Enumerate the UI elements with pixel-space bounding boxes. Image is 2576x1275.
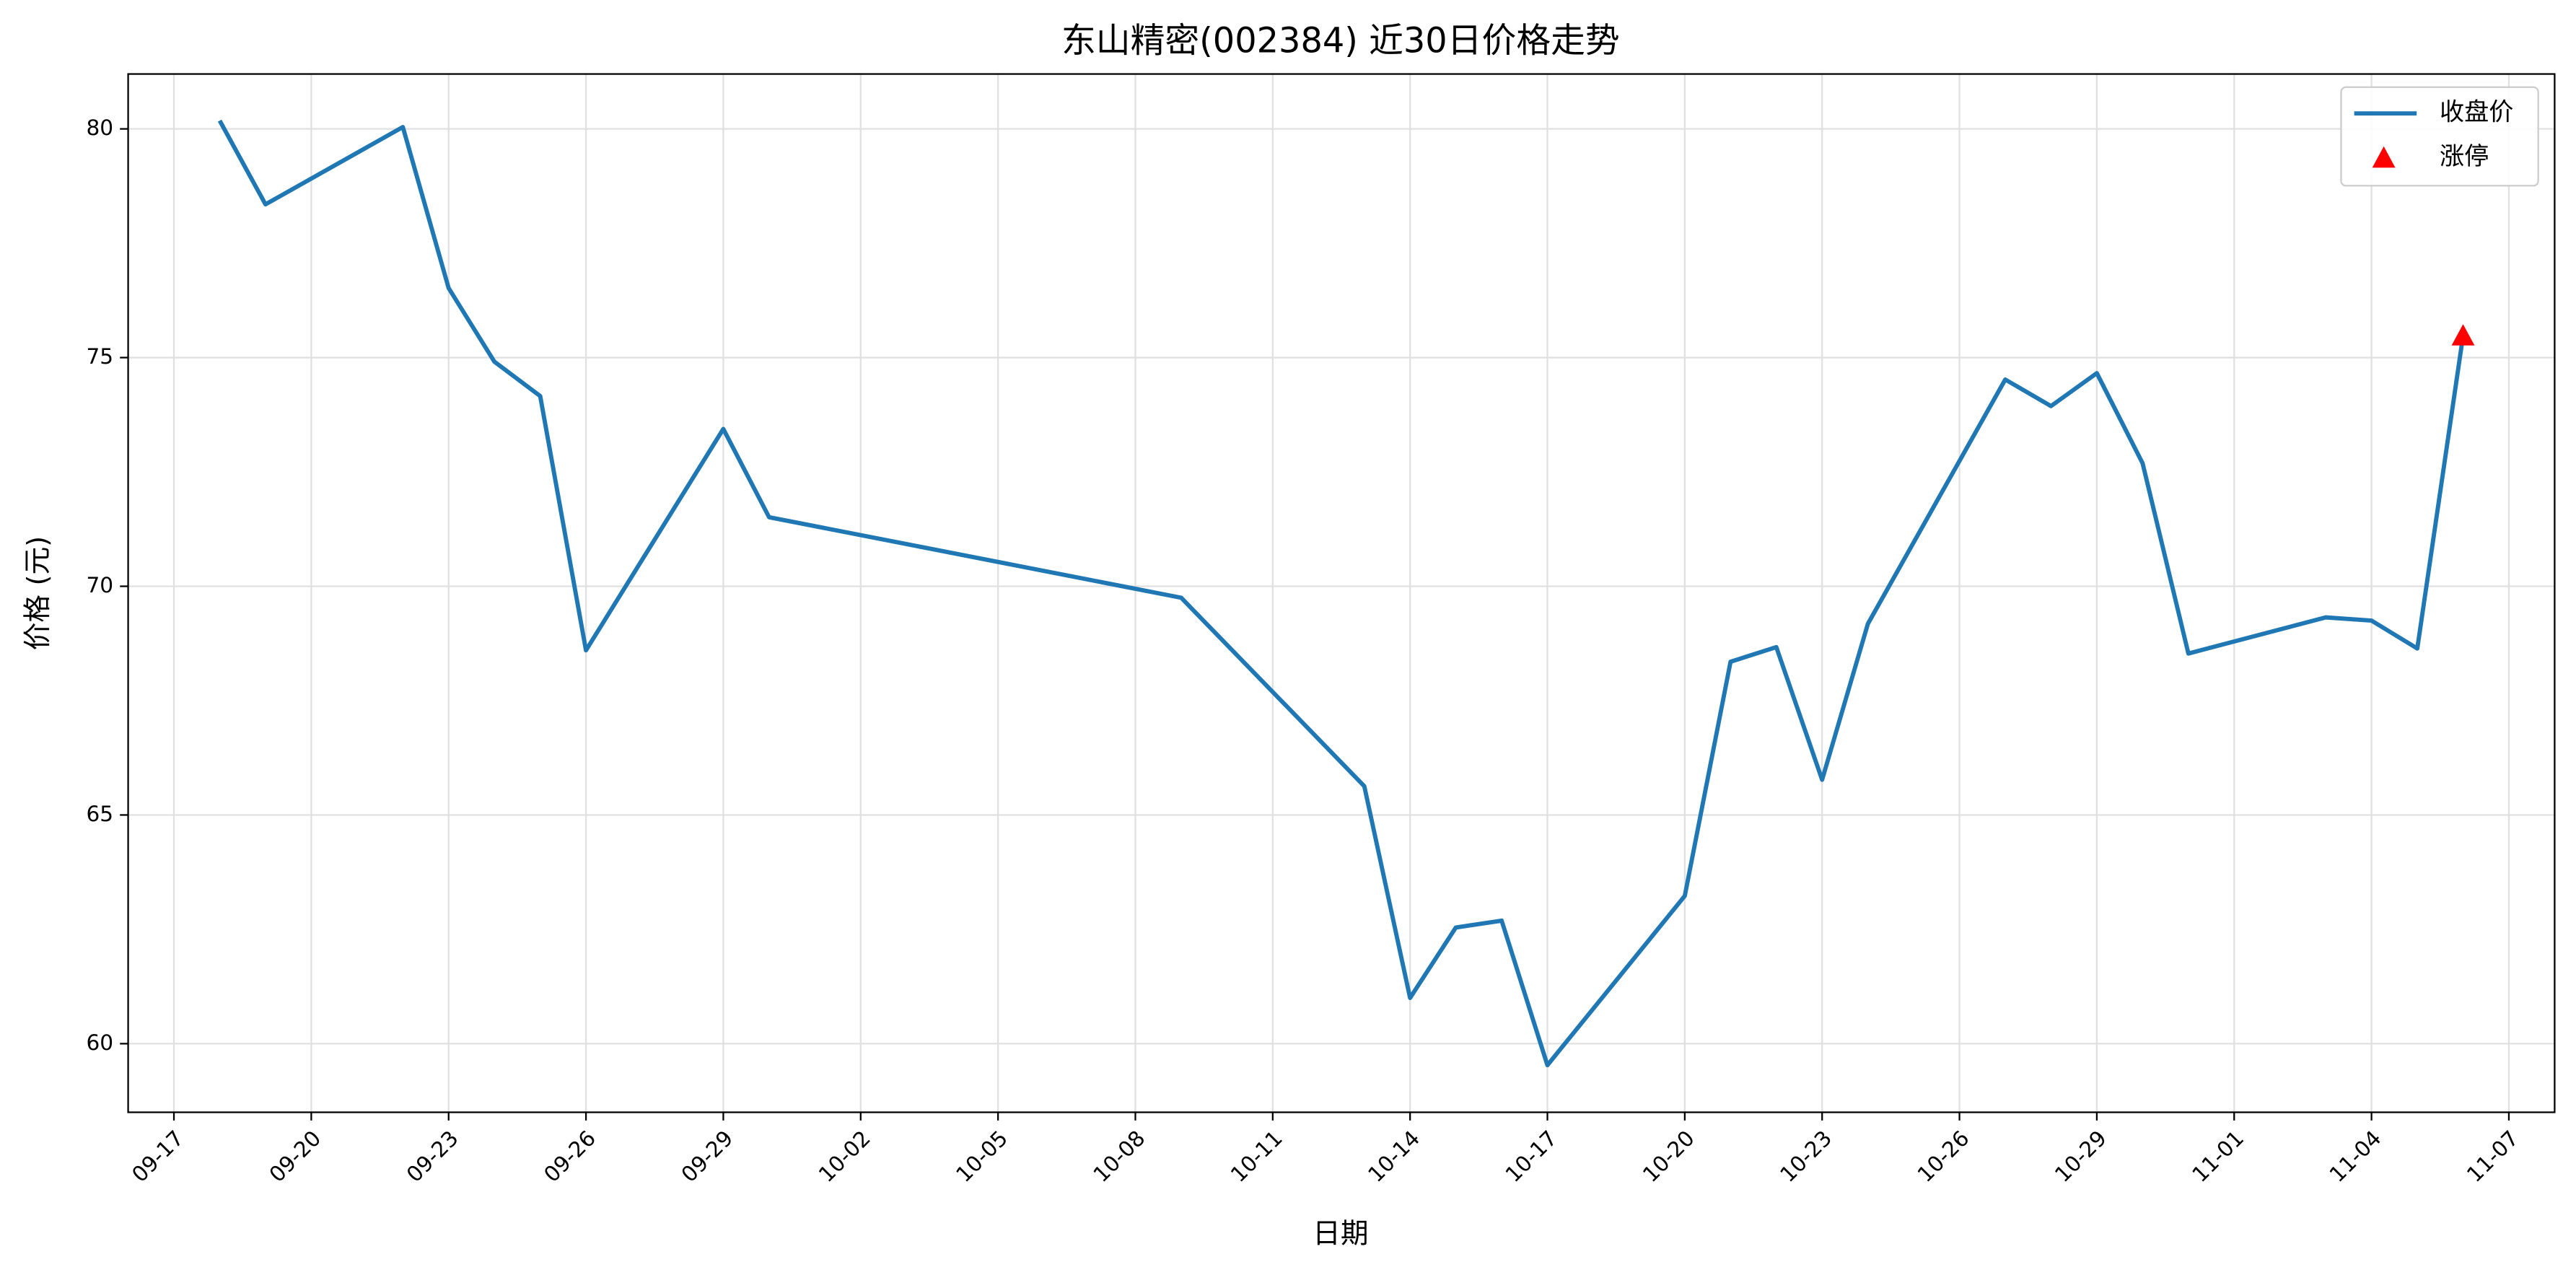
y-tick-label: 60 [86, 1030, 113, 1055]
y-tick-label: 65 [86, 802, 113, 826]
legend-label: 收盘价 [2440, 98, 2513, 127]
y-tick-label: 70 [86, 573, 113, 597]
y-tick-label: 75 [86, 344, 113, 369]
chart-title: 东山精密(002384) 近30日价格走势 [1061, 21, 1620, 61]
x-tick-label: 10-17 [1501, 1126, 1562, 1187]
x-tick-label: 11-07 [2462, 1126, 2523, 1187]
plot-area [217, 119, 2475, 1068]
x-tick-label: 10-29 [2050, 1126, 2111, 1187]
x-tick-label: 11-04 [2325, 1126, 2386, 1187]
x-tick-label: 10-20 [1638, 1126, 1699, 1187]
x-tick-label: 09-23 [402, 1126, 463, 1187]
x-tick-label: 09-20 [265, 1126, 326, 1187]
price-line [217, 119, 2466, 1068]
x-tick-label: 10-26 [1913, 1126, 1974, 1187]
x-tick-label: 11-01 [2188, 1126, 2249, 1187]
limit-up-marker [2451, 324, 2475, 346]
legend-label: 涨停 [2440, 142, 2489, 171]
x-axis-label: 日期 [1313, 1218, 1368, 1250]
x-tick-label: 09-17 [127, 1126, 188, 1187]
x-tick-label: 09-29 [677, 1126, 738, 1187]
x-tick-label: 09-26 [539, 1126, 600, 1187]
x-tick-label: 10-05 [951, 1126, 1012, 1187]
x-tick-label: 10-11 [1226, 1126, 1287, 1187]
axes-frame [127, 73, 2556, 1113]
x-tick-label: 10-08 [1089, 1126, 1150, 1187]
x-tick-label: 10-02 [814, 1126, 875, 1187]
x-tick-label: 10-23 [1775, 1126, 1836, 1187]
x-tick-label: 10-14 [1363, 1126, 1424, 1187]
y-tick-label: 80 [86, 115, 113, 140]
y-axis-label: 价格 (元) [22, 536, 54, 651]
legend-marker [2372, 146, 2396, 168]
